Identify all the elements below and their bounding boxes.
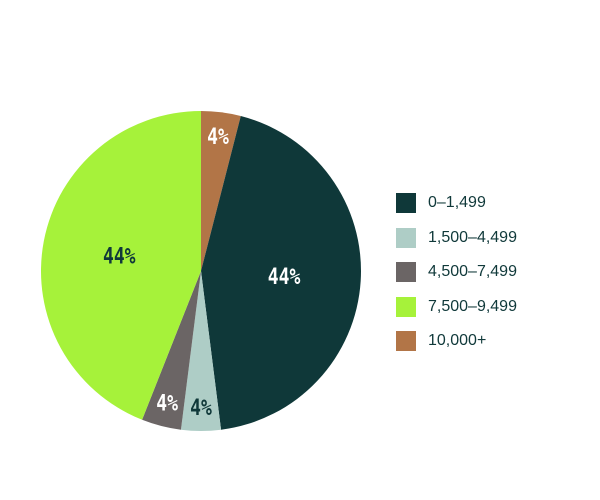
pie-slice-2 [142,271,201,430]
legend-swatch [396,227,416,248]
data-label: 44% [268,263,301,289]
legend-item: 1,500–4,499 [396,221,517,256]
legend-item: 4,500–7,499 [396,255,517,290]
pie-slice-4 [201,111,241,271]
legend-item: 0–1,499 [396,186,517,221]
legend-swatch [396,193,416,214]
legend-label: 4,500–7,499 [428,263,517,281]
legend-label: 7,500–9,499 [428,297,517,315]
legend: 0–1,499 1,500–4,499 4,500–7,499 7,500–9,… [396,186,517,359]
pie-slice-1 [180,271,222,431]
legend-label: 1,500–4,499 [428,228,517,246]
data-label: 44% [103,243,136,269]
data-label: 4% [207,123,229,149]
legend-label: 10,000+ [428,332,487,350]
data-label: 4% [190,394,212,420]
legend-swatch [396,262,416,283]
data-label: 4% [156,390,178,416]
pie-slice-3 [40,111,201,420]
legend-swatch [396,296,416,317]
legend-swatch [396,331,416,352]
legend-label: 0–1,499 [428,194,486,212]
legend-item: 7,500–9,499 [396,290,517,325]
pie-slice-0 [201,116,361,430]
legend-item: 10,000+ [396,324,517,359]
